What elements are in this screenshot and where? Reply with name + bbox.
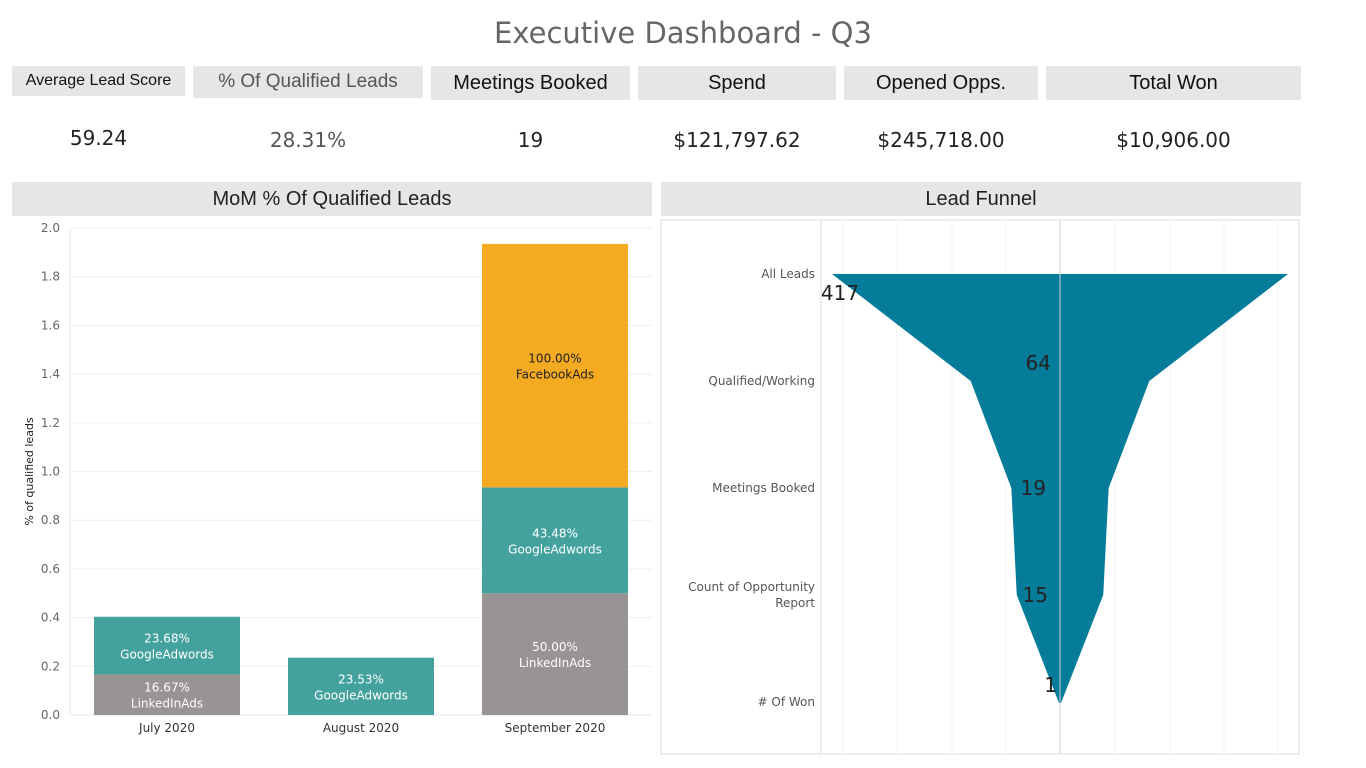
lead-funnel-chart: All Leads Qualified/Working Meetings Booke… [660, 219, 1300, 755]
bar-segment [482, 487, 628, 594]
mom-chart-title: MoM % Of Qualified Leads [12, 182, 652, 216]
bar-segment [94, 674, 240, 715]
y-tick-label: 1.8 [41, 270, 60, 284]
x-tick-label: July 2020 [138, 721, 195, 735]
kpi-header-opened-opps: Opened Opps. [844, 66, 1038, 100]
y-tick-label: 0.4 [41, 611, 60, 625]
y-tick-label: 1.2 [41, 416, 60, 430]
kpi-header-spend: Spend [638, 66, 836, 100]
bar-series-label: GoogleAdwords [120, 648, 214, 662]
funnel-value-label: 64 [1026, 351, 1051, 375]
funnel-stage-label: # Of Won [758, 695, 815, 709]
bar-segment [288, 657, 434, 715]
kpi-value-opened-opps: $245,718.00 [877, 128, 1005, 152]
kpi-header-total-won: Total Won [1046, 66, 1301, 100]
bar-series-label: GoogleAdwords [508, 542, 602, 556]
kpi-value-total-won: $10,906.00 [1116, 128, 1231, 152]
kpi-value-average-lead-score: 59.24 [69, 126, 128, 150]
y-tick-label: 0.2 [41, 659, 60, 673]
funnel-stage-label: Meetings Booked [712, 481, 815, 495]
funnel-value-label: 1 [1044, 673, 1057, 697]
y-tick-label: 1.6 [41, 318, 60, 332]
bar-series-label: GoogleAdwords [314, 688, 408, 702]
kpi-value-qualified-leads: 28.31% [269, 128, 347, 152]
bar-value-label: 43.48% [532, 526, 578, 540]
funnel-stage-label: Qualified/Working [708, 374, 815, 388]
bar-series-label: LinkedInAds [519, 656, 591, 670]
dashboard-title: Executive Dashboard - Q3 [494, 16, 872, 50]
x-tick-label: August 2020 [323, 721, 399, 735]
bar-value-label: 23.68% [144, 632, 190, 646]
funnel-value-label: 417 [821, 281, 859, 305]
bar-series-label: FacebookAds [516, 368, 594, 382]
y-tick-label: 0.8 [41, 513, 60, 527]
y-tick-label: 1.4 [41, 367, 60, 381]
kpi-value-spend: $121,797.62 [673, 128, 801, 152]
funnel-stage-label: Count of Opportunity [688, 580, 815, 594]
y-tick-label: 0.0 [41, 708, 60, 722]
kpi-header-meetings-booked: Meetings Booked [431, 66, 630, 100]
kpi-value-meetings-booked: 19 [517, 128, 544, 152]
mom-qualified-leads-chart: 0.0 0.2 0.4 0.6 0.8 1.0 1.2 1.4 1.6 1.8 2.0 % of qu… [23, 221, 652, 735]
bar-value-label: 23.53% [338, 672, 384, 686]
bar-value-label: 100.00% [528, 352, 581, 366]
y-tick-label: 1.0 [41, 465, 60, 479]
y-axis-label: % of qualified leads [23, 417, 36, 526]
bar-series-label: LinkedInAds [131, 697, 203, 711]
funnel-stage-label: Report [775, 596, 815, 610]
bar-value-label: 16.67% [144, 681, 190, 695]
bar-value-label: 50.00% [532, 640, 578, 654]
y-tick-label: 2.0 [41, 221, 60, 235]
funnel-value-label: 15 [1023, 583, 1048, 607]
bar-segment [482, 593, 628, 715]
bar-segment [94, 616, 240, 675]
funnel-frame [660, 219, 1300, 755]
x-tick-label: September 2020 [505, 721, 606, 735]
funnel-value-label: 19 [1021, 476, 1046, 500]
y-tick-label: 0.6 [41, 562, 60, 576]
bar-segment [482, 243, 628, 488]
kpi-header-average-lead-score: Average Lead Score [12, 66, 185, 96]
funnel-chart-title: Lead Funnel [661, 182, 1301, 216]
funnel-stage-label: All Leads [761, 267, 815, 281]
kpi-header-qualified-leads: % Of Qualified Leads [193, 66, 423, 98]
